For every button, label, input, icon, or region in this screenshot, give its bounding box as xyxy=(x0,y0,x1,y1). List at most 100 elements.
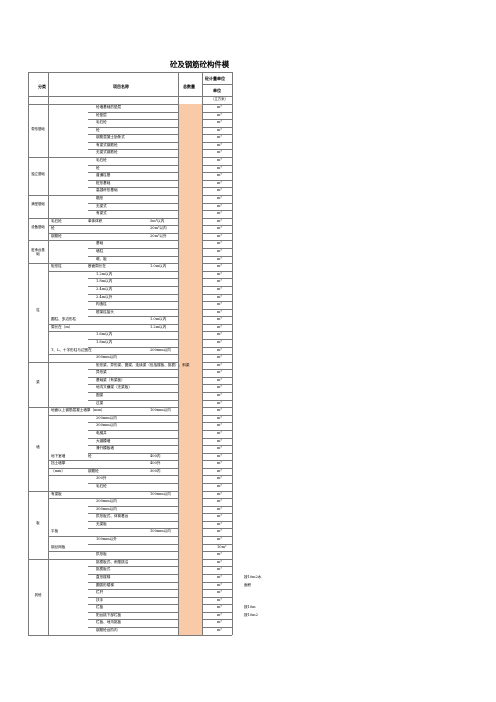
row-item: 栏杆 xyxy=(96,590,104,595)
row-item: 100mm以内 xyxy=(150,408,171,413)
category-label: 柱 xyxy=(36,308,40,313)
row-unit: m³ xyxy=(217,415,222,420)
grid-line xyxy=(28,96,232,97)
row-unit: m³ xyxy=(217,355,222,360)
category-label: 带形基础 xyxy=(31,126,45,131)
row-unit: m³ xyxy=(217,271,222,276)
row-item: 钢筋砼台阶内 xyxy=(96,628,118,633)
grid-line xyxy=(88,301,232,303)
row-unit: m³ xyxy=(217,324,222,329)
row-item: 毛石砼 xyxy=(96,120,107,125)
grid-line xyxy=(88,361,232,363)
row-item: 300mm以内 xyxy=(96,506,117,511)
row-item: 1.6m以内 xyxy=(96,332,113,337)
row-unit: m³ xyxy=(217,377,222,382)
row-subgroup: 挡土墙厚 xyxy=(51,461,66,466)
grid-line xyxy=(88,445,232,447)
grid-line xyxy=(88,164,232,166)
grid-line xyxy=(48,460,232,462)
grid-line xyxy=(88,573,232,575)
row-item: 基础 xyxy=(96,241,104,246)
header-category: 分类 xyxy=(38,84,46,89)
grid-line xyxy=(88,179,232,181)
row-unit: m³ xyxy=(217,294,222,299)
row-item: 300内 xyxy=(150,468,161,473)
grid-line xyxy=(88,619,232,621)
grid-line xyxy=(88,111,232,113)
row-item: 栏板、地沟挑板 xyxy=(96,620,122,625)
row-unit: m³ xyxy=(217,317,222,322)
row-note: 面积 xyxy=(244,582,252,587)
row-item: 200mm以内 xyxy=(150,347,171,352)
row-item: 异形梁 xyxy=(96,370,107,375)
row-unit: m³ xyxy=(217,484,222,488)
row-item: 2.4m以外 xyxy=(96,294,113,299)
row-item: 砼垫层 xyxy=(96,112,107,117)
grid-line xyxy=(88,308,232,310)
grid-line xyxy=(48,467,232,469)
row-unit: m³ xyxy=(217,430,222,435)
row-unit: m³ xyxy=(217,438,222,443)
row-unit: 10m² xyxy=(217,544,227,549)
row-subgroup: （mm） xyxy=(51,468,66,473)
grid-line xyxy=(88,187,232,189)
grid-line xyxy=(48,536,232,538)
row-item: 基础梁（有梁板） xyxy=(96,377,125,382)
row-unit: m³ xyxy=(217,309,222,314)
grid-line xyxy=(88,513,232,515)
row-unit: m³ xyxy=(217,135,222,140)
row-unit: m³ xyxy=(217,279,222,284)
row-item: 2.4m以内 xyxy=(96,286,113,291)
row-unit: m³ xyxy=(217,597,222,602)
row-item: 构造柱 xyxy=(96,302,107,307)
row-item: 圆弧形楼梯 xyxy=(96,582,114,587)
row-unit: m³ xyxy=(217,453,222,458)
row-unit: m³ xyxy=(217,537,222,542)
row-unit: m³ xyxy=(217,339,222,344)
row-unit: m³ xyxy=(217,620,222,625)
row-unit: m³ xyxy=(217,142,222,147)
grid-line xyxy=(88,278,232,280)
grid-line xyxy=(88,194,232,196)
row-item: 墙柱 xyxy=(96,249,104,254)
header-unit: 单位 xyxy=(213,88,221,93)
row-item: 砼 xyxy=(96,127,100,132)
row-note: 按10m2 xyxy=(244,612,258,617)
row-unit: m³ xyxy=(217,362,222,367)
row-unit: m³ xyxy=(217,150,222,155)
row-item: 高颈杯形基础 xyxy=(96,188,118,193)
row-unit: m³ xyxy=(217,120,222,125)
row-subgroup: 矩形柱 xyxy=(51,264,62,269)
grid-line xyxy=(48,72,49,104)
grid-line xyxy=(88,581,232,583)
grid-line xyxy=(88,376,232,378)
row-unit: m³ xyxy=(217,112,222,117)
grid-line xyxy=(178,72,179,104)
grid-line xyxy=(88,399,232,401)
row-note: 按10m xyxy=(244,605,256,610)
sheet-title: 砼及钢筋砼构件模 xyxy=(170,60,230,69)
row-subgroup: 有梁板 xyxy=(51,491,62,496)
category-label: 梁 xyxy=(36,380,40,385)
header-item: 项目名称 xyxy=(113,84,129,89)
grid-line xyxy=(88,134,232,136)
row-unit: m³ xyxy=(217,264,222,269)
row-item: 直形楼梯 xyxy=(96,574,111,579)
row-note: 按10m2水 xyxy=(244,574,262,579)
grid-line xyxy=(48,323,232,325)
grid-line xyxy=(88,384,232,386)
row-subgroup: 地面以上钢筋混凝土墙厚（mm） xyxy=(51,408,105,413)
row-unit: m³ xyxy=(217,590,222,595)
row-unit: m³ xyxy=(217,612,222,617)
row-item: 拱形板式、体育看台 xyxy=(96,514,129,519)
row-item: 圈梁 xyxy=(96,393,104,398)
grid-line xyxy=(88,392,232,394)
row-unit: m³ xyxy=(217,256,222,261)
grid-line xyxy=(88,558,232,560)
row-subgroup: 圆柱、多边形柱 xyxy=(51,317,77,322)
row-unit: m³ xyxy=(217,370,222,375)
row-item: 毛石砼 xyxy=(96,484,107,488)
row-item: 300外 xyxy=(96,476,107,481)
grid-line xyxy=(88,429,232,431)
row-unit: m³ xyxy=(217,408,222,413)
